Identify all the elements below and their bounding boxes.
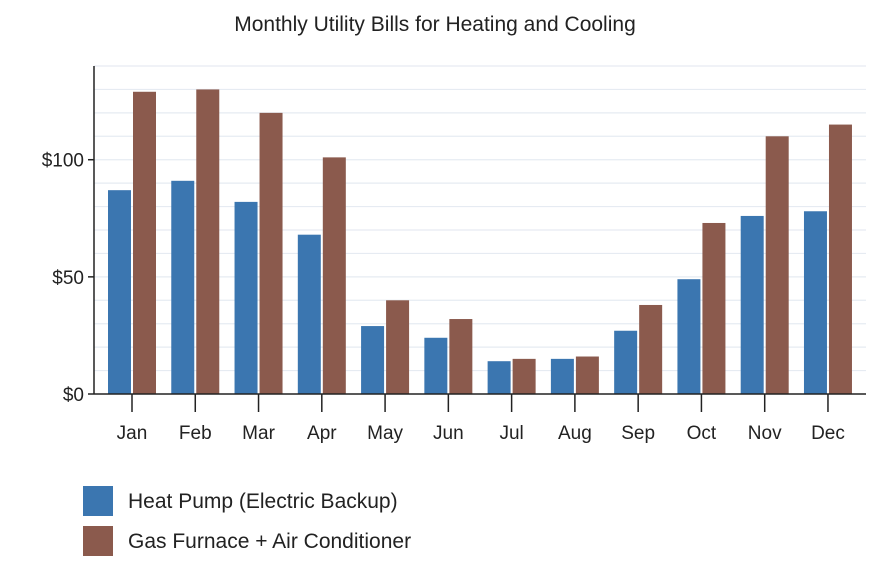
legend-label: Gas Furnace + Air Conditioner: [128, 530, 411, 553]
bar: [614, 330, 638, 394]
axes: [93, 66, 866, 395]
bar: [512, 358, 536, 394]
y-tick-label: $50: [52, 268, 84, 289]
bar: [424, 337, 448, 394]
x-tick-label: Nov: [748, 423, 782, 444]
bar: [765, 136, 789, 395]
x-tick-label: Apr: [307, 423, 337, 444]
bar: [386, 300, 410, 394]
legend-swatch: [83, 526, 113, 556]
y-ticks: $0 $50 $100: [42, 151, 94, 406]
legend-label: Heat Pump (Electric Backup): [128, 490, 398, 513]
bar: [259, 112, 283, 394]
bar: [108, 190, 131, 394]
x-tick-label: Oct: [687, 423, 717, 444]
bar: [639, 304, 663, 394]
bar: [449, 319, 473, 394]
legend: Heat Pump (Electric Backup) Gas Furnace +…: [83, 486, 411, 556]
bar: [361, 326, 385, 394]
bar: [297, 234, 321, 394]
bar: [803, 211, 827, 394]
x-tick-label: Jan: [117, 423, 148, 444]
x-tick-label: Jun: [433, 423, 464, 444]
grid-lines: [94, 65, 866, 372]
bars: [108, 89, 852, 395]
x-tick-label: Dec: [811, 423, 845, 444]
bar: [575, 356, 599, 394]
x-ticks: Jan Feb Mar Apr May Jun Jul Aug Sep Oct Nov Dec: [117, 394, 845, 444]
bar: [171, 180, 195, 394]
bar: [487, 361, 511, 394]
bar: [702, 222, 726, 394]
x-tick-label: May: [367, 423, 403, 444]
bar: [196, 89, 220, 394]
x-tick-label: Sep: [621, 423, 655, 444]
chart-title: Monthly Utility Bills for Heating and Co…: [234, 13, 636, 36]
legend-swatch: [83, 486, 113, 516]
bar: [740, 215, 764, 394]
x-tick-label: Jul: [499, 423, 523, 444]
bar: [677, 279, 701, 394]
y-tick-label: $0: [63, 385, 84, 406]
y-tick-label: $100: [42, 151, 84, 172]
x-tick-label: Aug: [558, 423, 592, 444]
bar: [234, 201, 258, 394]
x-tick-label: Feb: [179, 423, 212, 444]
bar: [550, 358, 574, 394]
x-tick-label: Mar: [242, 423, 275, 444]
bar: [322, 157, 346, 394]
bar: [828, 124, 852, 395]
bar: [133, 91, 156, 395]
